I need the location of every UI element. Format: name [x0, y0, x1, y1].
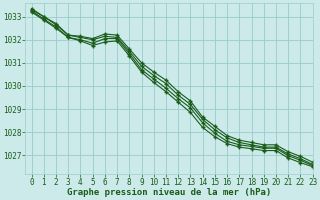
- X-axis label: Graphe pression niveau de la mer (hPa): Graphe pression niveau de la mer (hPa): [67, 188, 271, 197]
